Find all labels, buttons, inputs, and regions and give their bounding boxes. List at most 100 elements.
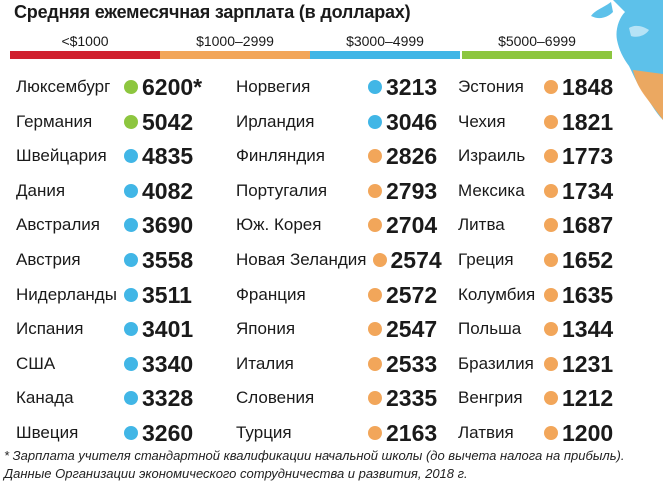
country-name: Испания: [16, 319, 84, 339]
salary-range-dot: [124, 183, 138, 198]
country-name: Эстония: [458, 77, 524, 96]
country-name: Юж. Корея: [236, 215, 322, 235]
country-name: Германия: [16, 111, 93, 131]
country-name: США: [16, 353, 56, 373]
table-row: Испания 3401: [16, 312, 216, 346]
salary-value: 3328: [142, 385, 194, 412]
footnote-data-source: Данные Организации экономического сотруд…: [4, 466, 468, 481]
salary-value: 4835: [142, 143, 194, 170]
table-row: Словения 2335: [236, 381, 437, 415]
table-row: Канада 3328: [16, 381, 216, 415]
salary-value: 4082: [142, 177, 194, 204]
country-name: Ирландия: [236, 111, 315, 131]
country-name: Литва: [458, 215, 505, 235]
salary-value: 1821: [562, 108, 614, 135]
country-name: Швейцария: [16, 146, 107, 166]
country-name: Австралия: [16, 215, 100, 235]
country-name: Мексика: [458, 180, 525, 200]
table-row: Швейцария 4835: [16, 139, 216, 173]
table-row: США 3340: [16, 347, 216, 381]
salary-value: 3401: [142, 316, 194, 343]
salary-range-dot: [368, 183, 382, 198]
table-row: Греция 1652: [458, 243, 658, 277]
country-name: Греция: [458, 250, 514, 269]
table-row: Франция 2572: [236, 278, 438, 312]
table-row: Австралия 3690: [16, 208, 216, 242]
table-row: Бразилия 1231: [458, 347, 658, 381]
table-row: Венгрия 1212: [458, 381, 658, 415]
salary-value: 2163: [386, 420, 438, 446]
country-name: Новая Зеландия: [236, 250, 367, 269]
salary-value: 5042: [142, 108, 194, 135]
table-row: Финляндия 2826: [236, 139, 438, 173]
salary-range-dot: [544, 253, 558, 267]
salary-value: 2826: [386, 143, 438, 170]
table-row: Турция 2163: [236, 416, 438, 450]
salary-range-dot: [124, 287, 138, 302]
salary-range-dot: [544, 287, 558, 302]
table-row: Норвегия 3213: [236, 70, 438, 104]
salary-value: 1344: [562, 316, 614, 343]
salary-value: 6200*: [142, 74, 203, 100]
table-row: Португалия 2793: [236, 174, 437, 208]
salary-value: 1848: [562, 74, 614, 100]
country-name: Португалия: [236, 180, 328, 200]
legend-item: <$1000: [10, 32, 160, 59]
table-row: Мексика 1734: [458, 174, 658, 208]
salary-range-dot: [124, 356, 138, 371]
country-name: Словения: [236, 388, 315, 408]
salary-value: 1200: [562, 420, 614, 446]
salary-range-dot: [124, 426, 138, 440]
salary-range-dot: [124, 253, 138, 267]
salary-value: 1212: [562, 385, 614, 412]
table-row: Новая Зеландия 2574: [236, 243, 442, 277]
table-row: Израиль 1773: [458, 139, 658, 173]
salary-value: 3260: [142, 420, 194, 446]
salary-range-dot: [124, 114, 138, 129]
salary-value: 1652: [562, 247, 614, 273]
country-name: Латвия: [458, 423, 514, 442]
salary-value: 2533: [386, 350, 438, 377]
salary-range-dot: [124, 80, 138, 94]
country-name: Израиль: [458, 146, 526, 166]
salary-range-dot: [368, 356, 382, 371]
salary-range-dot: [368, 218, 382, 233]
salary-value: 2704: [386, 212, 438, 239]
salary-range-dot: [124, 322, 138, 337]
table-row: Австрия 3558: [16, 243, 216, 277]
salary-range-dot: [544, 322, 558, 337]
salary-value: 3511: [142, 281, 192, 308]
salary-range-dot: [544, 183, 558, 198]
salary-value: 3213: [386, 74, 438, 100]
legend-item: $5000–6999: [462, 32, 612, 59]
country-name: Бразилия: [458, 353, 534, 373]
salary-range-dot: [368, 426, 382, 440]
salary-range-dot: [368, 287, 382, 302]
salary-range-dot: [368, 322, 382, 337]
legend-label: $5000–6999: [498, 33, 576, 49]
salary-range-dot: [372, 253, 387, 267]
chart-title: Средняя ежемесячная зарплата (в долларах…: [14, 2, 411, 22]
country-name: Норвегия: [236, 77, 311, 96]
salary-value: 2574: [390, 247, 442, 273]
table-row: Япония 2547: [236, 312, 437, 346]
country-name: Швеция: [16, 423, 79, 442]
world-map-decoration: [591, 0, 663, 120]
country-name: Нидерланды: [16, 284, 117, 304]
salary-value: 2572: [386, 281, 438, 308]
table-row: Колумбия 1635: [458, 278, 658, 312]
table-row: Юж. Корея 2704: [236, 208, 438, 242]
salary-value: 3558: [142, 247, 194, 273]
country-name: Финляндия: [236, 146, 325, 166]
table-row: Польша 1344: [458, 312, 658, 346]
country-name: Колумбия: [458, 284, 536, 304]
salary-range-dot: [124, 149, 138, 164]
salary-value: 1773: [562, 143, 614, 170]
salary-range-dot: [124, 391, 138, 406]
salary-value: 3046: [386, 108, 438, 135]
legend-label: $1000–2999: [196, 33, 274, 49]
salary-range-dot: [368, 114, 382, 129]
table-row: Чехия 1821: [458, 105, 658, 139]
country-name: Венгрия: [458, 388, 523, 408]
table-row: Швеция 3260: [16, 416, 216, 450]
